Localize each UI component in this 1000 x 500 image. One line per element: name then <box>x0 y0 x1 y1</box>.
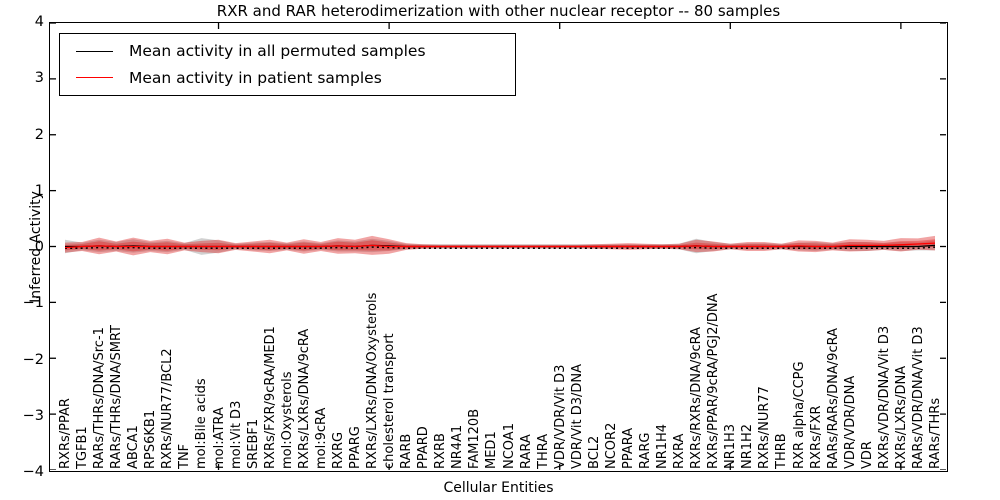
x-tick-label: mol:9cRA <box>313 407 329 469</box>
legend-item-patient: Mean activity in patient samples <box>60 65 515 91</box>
x-tick-label: PPARA <box>620 427 636 469</box>
plot-area <box>49 22 948 472</box>
x-tick-label: RARA <box>518 434 534 469</box>
x-tick-label: cholesterol transport <box>382 333 398 469</box>
y-tick-label: 1 <box>34 182 44 199</box>
x-tick-label: RARs/THRs <box>928 397 943 469</box>
x-tick-label: NR1H4 <box>655 423 671 469</box>
x-tick-label: RXRs/NUR77/BCL2 <box>160 348 176 469</box>
x-tick-label: THRB <box>774 433 790 469</box>
x-tick-label: PPARG <box>348 426 363 469</box>
legend-line-black-icon <box>76 50 113 52</box>
x-tick-label: ABCA1 <box>126 425 142 469</box>
x-tick-label: NR1H2 <box>740 423 756 469</box>
x-tick-label: RXR alpha/CCPG <box>791 361 807 469</box>
x-tick-label: mol:ATRA <box>211 407 227 469</box>
x-tick-label: NCOA1 <box>501 423 517 469</box>
chart-title: RXR and RAR heterodimerization with othe… <box>216 2 781 20</box>
x-tick-label: RARs/VDR/DNA/Vit D3 <box>910 326 926 469</box>
x-tick-label: RXRA <box>672 433 688 469</box>
x-tick-label: FAM120B <box>467 408 483 469</box>
x-tick-label: RXRs/PPAR <box>58 398 73 469</box>
x-tick-label: TNF <box>177 443 193 469</box>
x-tick-label: RARG <box>638 432 653 469</box>
patient-band-inner <box>65 239 935 252</box>
y-tick-label: −3 <box>22 407 44 424</box>
x-tick-label: VDR/VDR/Vit D3 <box>552 364 568 469</box>
patient-mean-line <box>64 242 936 249</box>
x-tick-label: TGFB1 <box>75 426 91 469</box>
y-tick-label: −2 <box>22 351 44 368</box>
y-tick-label: −1 <box>22 295 44 312</box>
x-tick-label: NR1H3 <box>723 423 739 469</box>
patient-band-outer <box>65 235 935 256</box>
x-tick-label: VDR/Vit D3/DNA <box>569 363 585 469</box>
x-tick-label: RXRs/FXR/9cRA/MED1 <box>262 326 278 469</box>
x-tick-label: RXRs/FXR <box>808 405 824 469</box>
x-tick-label: RXRs/PPAR/9cRA/PGJ2/DNA <box>706 293 722 470</box>
y-tick-label: 3 <box>34 70 44 87</box>
legend-label: Mean activity in all permuted samples <box>129 42 426 61</box>
x-tick-label: mol:Bile acids <box>194 378 210 469</box>
legend-line-red-icon <box>76 77 113 79</box>
x-tick-label: VDR <box>859 441 875 469</box>
y-tick-label: 4 <box>34 14 44 30</box>
x-tick-label: mol:Vit D3 <box>228 400 244 469</box>
x-tick-label: RXRs/VDR/DNA/Vit D3 <box>876 325 892 469</box>
y-tick-label: 2 <box>34 126 44 143</box>
x-tick-label: RXRB <box>433 433 449 469</box>
x-tick-label: VDR/VDR/DNA <box>842 375 858 469</box>
x-tick-label: RXRs/LXRs/DNA/Oxysterols <box>365 292 381 469</box>
x-tick-label: BCL2 <box>586 435 602 469</box>
x-tick-label: PPARD <box>416 426 432 469</box>
legend: Mean activity in all permuted samples Me… <box>59 33 516 96</box>
x-tick-label: mol:Oxysterols <box>279 371 295 470</box>
x-tick-label: NR4A1 <box>450 424 466 469</box>
x-tick-label: RXRG <box>330 431 346 469</box>
legend-item-permuted: Mean activity in all permuted samples <box>60 38 515 64</box>
y-tick-label: −4 <box>22 464 44 480</box>
x-tick-label: RARs/THRs/DNA/Src-1 <box>92 327 108 469</box>
x-tick-label: NCOR2 <box>603 422 619 469</box>
x-tick-label: RXRs/NUR77 <box>757 386 773 469</box>
x-tick-label: RARB <box>399 433 415 469</box>
x-tick-label: RARs/THRs/DNA/SMRT <box>109 325 125 469</box>
x-tick-label: MED1 <box>484 431 500 469</box>
chart-canvas <box>50 23 946 470</box>
legend-label: Mean activity in patient samples <box>129 68 382 87</box>
x-tick-label: RARs/RARs/DNA/9cRA <box>825 328 841 469</box>
x-tick-label: RXRs/LXRs/DNA/9cRA <box>296 328 312 469</box>
x-tick-label: THRA <box>535 433 551 469</box>
x-tick-label: SREBF1 <box>245 418 261 469</box>
x-tick-label: RXRs/RXRs/DNA/9cRA <box>689 326 705 469</box>
x-axis-label: Cellular Entities <box>443 480 554 496</box>
x-tick-label: RXRs/LXRs/DNA <box>893 365 909 469</box>
y-tick-label: 0 <box>34 239 44 255</box>
x-tick-label: RPS6KB1 <box>143 409 159 469</box>
